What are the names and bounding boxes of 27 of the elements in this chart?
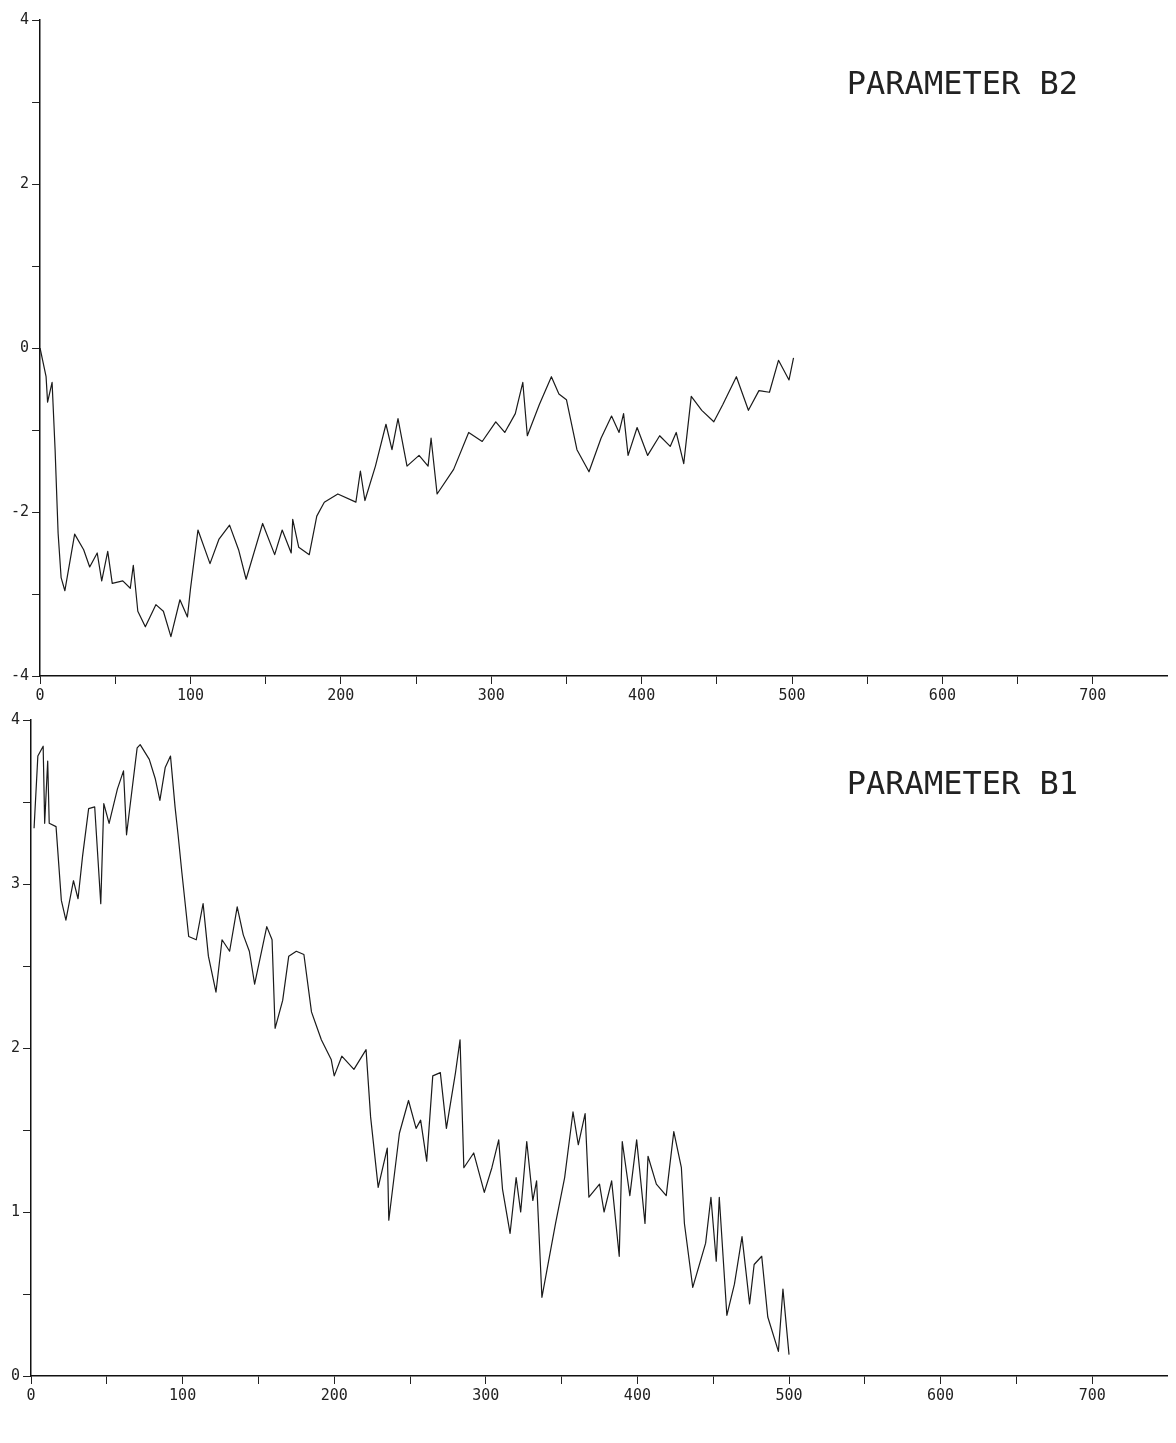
x-tick-label: 100 (176, 685, 204, 704)
text: PARAMETER B2 (846, 64, 1078, 103)
y-tick-label: 4 (11, 709, 21, 728)
text: PARAMETER B1 (846, 764, 1078, 803)
x-tick-label: 700 (1079, 685, 1107, 704)
y-tick-label: 4 (20, 9, 30, 28)
x-tick-label: 300 (477, 685, 505, 704)
x-tick-label: 400 (623, 1385, 651, 1404)
x-tick-label: 600 (927, 1385, 955, 1404)
y-tick-label: 0 (11, 1365, 21, 1384)
y-tick-label: 3 (11, 873, 21, 892)
y-tick-label: -4 (11, 665, 30, 684)
y-tick-label: 2 (20, 173, 30, 192)
x-tick-label: 300 (472, 1385, 500, 1404)
x-tick-label: 600 (928, 685, 956, 704)
x-tick-label: 500 (775, 1385, 803, 1404)
x-tick-label: 100 (169, 1385, 197, 1404)
y-tick-label: 2 (11, 1037, 21, 1056)
y-tick-label: 1 (11, 1201, 21, 1220)
y-tick-label: 0 (20, 337, 30, 356)
y-tick-label: -2 (11, 501, 30, 520)
x-tick-label: 0 (35, 685, 45, 704)
x-tick-label: 700 (1078, 1385, 1106, 1404)
x-tick-label: 200 (320, 1385, 348, 1404)
x-tick-label: 500 (778, 685, 806, 704)
x-tick-label: 400 (628, 685, 656, 704)
x-tick-label: 200 (327, 685, 355, 704)
